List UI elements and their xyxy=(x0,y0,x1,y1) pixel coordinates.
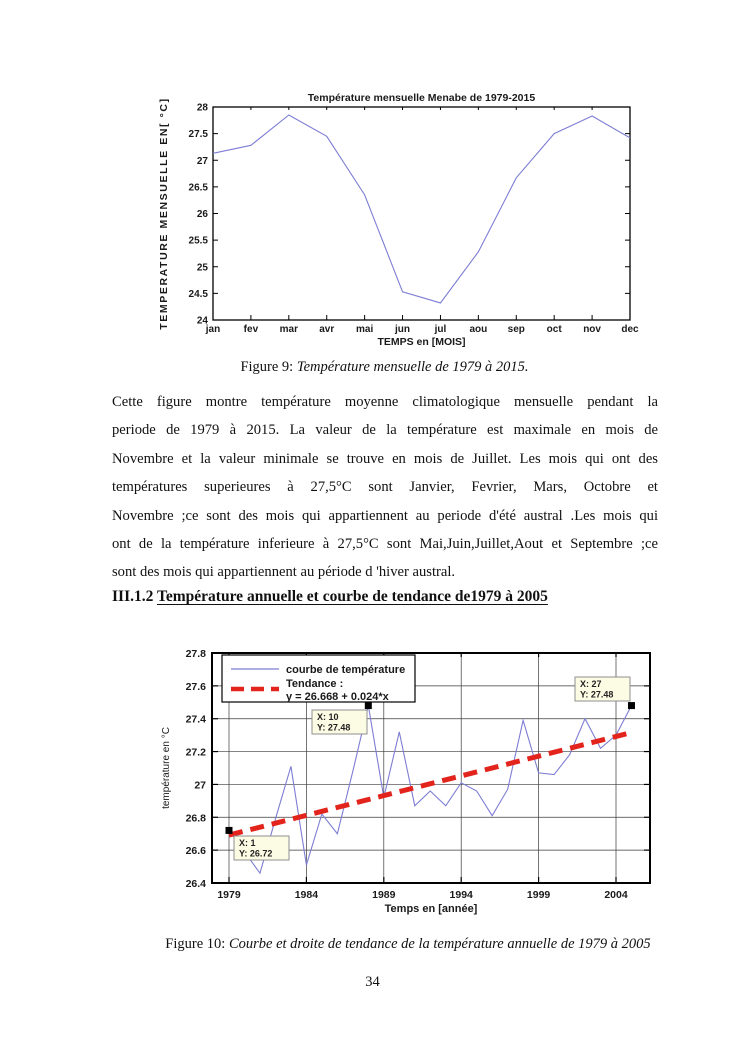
y-tick-label: 27 xyxy=(197,156,209,167)
x-tick-label: 1994 xyxy=(450,889,474,901)
x-tick-label: avr xyxy=(319,324,334,335)
x-tick-label: 1999 xyxy=(527,889,551,901)
datatip: X: 27Y: 27.48 xyxy=(574,676,635,710)
y-tick-label: 26.4 xyxy=(186,878,207,890)
x-tick-label: fev xyxy=(244,324,259,335)
figure9-caption-prefix: Figure 9: xyxy=(240,359,297,375)
figure10-caption-text: Courbe et droite de tendance de la tempé… xyxy=(228,936,651,952)
y-tick-label: 27.4 xyxy=(186,714,207,726)
axis-ticks xyxy=(212,106,631,321)
figure9-caption-text: Température mensuelle de 1979 à 2015. xyxy=(296,359,529,375)
y-axis-label: TEMPERATURE MENSUELLE EN[ °C] xyxy=(158,97,170,329)
svg-text:X: 1: X: 1 xyxy=(239,838,256,848)
x-tick-label: mai xyxy=(356,324,373,335)
y-tick-label: 27.6 xyxy=(186,681,207,693)
y-axis-label: température en °C xyxy=(161,727,172,809)
y-tick-label: 26.5 xyxy=(189,182,209,193)
paragraph-line: sont des mois qui appartiennent au pério… xyxy=(112,564,456,581)
y-tick-label: 26 xyxy=(197,209,209,220)
x-axis-label: TEMPS en [MOIS] xyxy=(377,336,465,348)
chart-title: Température mensuelle Menabe de 1979-201… xyxy=(308,92,536,104)
datatip-marker xyxy=(225,826,233,834)
y-tick-label: 24 xyxy=(197,316,209,327)
section-title: Température annuelle et courbe de tendan… xyxy=(156,588,548,605)
y-tick-label: 25 xyxy=(197,262,209,273)
svg-text:Y: 27.48: Y: 27.48 xyxy=(580,690,613,700)
legend-box: courbe de température Tendance :y = 26.66… xyxy=(221,654,416,703)
x-tick-label: 1989 xyxy=(372,889,396,901)
x-tick-label: nov xyxy=(583,324,601,335)
y-tick-label: 27.5 xyxy=(189,129,209,140)
y-tick-label: 27.2 xyxy=(186,747,207,759)
figure10-caption-prefix: Figure 10: xyxy=(165,936,229,952)
datatip: X: 10Y: 27.48 xyxy=(311,702,372,735)
y-tick-label: 27.8 xyxy=(186,648,207,660)
figure10-caption: Figure 10: Courbe et droite de tendance … xyxy=(112,936,704,953)
trend-line xyxy=(228,730,633,838)
svg-text:Y: 26.72: Y: 26.72 xyxy=(239,849,272,859)
plot-box xyxy=(211,652,651,884)
paragraph-line: Novembre et la valeur minimale se trouve… xyxy=(112,450,658,467)
svg-text:X: 27: X: 27 xyxy=(580,679,602,689)
section-heading: III.1.2 Température annuelle et courbe d… xyxy=(112,588,672,606)
monthly-temperature-line xyxy=(212,114,631,304)
paragraph-line: Cette figure montre température moyenne … xyxy=(112,394,658,410)
datatip: X: 1Y: 26.72 xyxy=(225,826,290,861)
y-tick-label: 26.8 xyxy=(186,812,207,824)
paragraph-line: ont de la température inferieure à 27,5°… xyxy=(112,536,658,553)
section-number: III.1.2 xyxy=(112,588,154,605)
x-tick-label: aou xyxy=(469,324,487,335)
paragraph-line: températures superieures à 27,5°C sont J… xyxy=(112,479,658,496)
x-tick-label: 1979 xyxy=(217,889,241,901)
monthly-temperature-chart: jan fev mar avr mai jun jul aou sep oct nov dec 24 24… xyxy=(158,92,639,348)
figure10-chart: 1979 1984 1989 1994 1999 2004 26.4 26.6 26.8 27 27… xyxy=(155,640,665,918)
x-tick-label: 1984 xyxy=(295,889,319,901)
x-axis-label: Temps en [année] xyxy=(385,903,478,915)
annual-temperature-chart: 1979 1984 1989 1994 1999 2004 26.4 26.6 26.8 27 27… xyxy=(161,648,651,915)
svg-text:X: 10: X: 10 xyxy=(317,712,339,722)
body-paragraph: Cette figure montre température moyenne … xyxy=(112,388,658,587)
legend-trend-label: Tendance : xyxy=(286,678,343,690)
y-tick-label: 28 xyxy=(197,103,209,114)
x-tick-label: jan xyxy=(205,324,220,335)
svg-text:Y: 27.48: Y: 27.48 xyxy=(317,723,350,733)
datatip-marker xyxy=(627,702,635,710)
x-tick-label: sep xyxy=(508,324,525,335)
paragraph-line: Novembre ;ce sont des mois qui appartien… xyxy=(112,507,658,524)
y-tick-label: 27 xyxy=(194,779,206,791)
x-tick-label: jul xyxy=(434,324,447,335)
page-number: 34 xyxy=(365,974,380,990)
x-tick-label: dec xyxy=(621,324,639,335)
y-tick-label: 26.6 xyxy=(186,845,207,857)
x-tick-label: jun xyxy=(394,324,410,335)
paragraph-line: periode de 1979 à 2015. La valeur de la … xyxy=(112,422,658,439)
datatip-marker xyxy=(364,702,372,710)
figure9-caption: Figure 9: Température mensuelle de 1979 … xyxy=(112,359,657,376)
legend-trend-equation: y = 26.668 + 0.024*x xyxy=(286,691,390,703)
figure9-chart: jan fev mar avr mai jun jul aou sep oct nov dec 24 24… xyxy=(155,90,645,348)
legend-curve-label: courbe de température xyxy=(286,664,405,676)
plot-box xyxy=(212,106,631,321)
y-tick-label: 25.5 xyxy=(189,236,209,247)
x-tick-label: mar xyxy=(280,324,298,335)
y-tick-label: 24.5 xyxy=(189,289,209,300)
annual-temperature-line xyxy=(228,705,632,875)
x-tick-label: 2004 xyxy=(604,889,628,901)
x-tick-label: oct xyxy=(547,324,563,335)
axis-ticks xyxy=(212,652,650,884)
